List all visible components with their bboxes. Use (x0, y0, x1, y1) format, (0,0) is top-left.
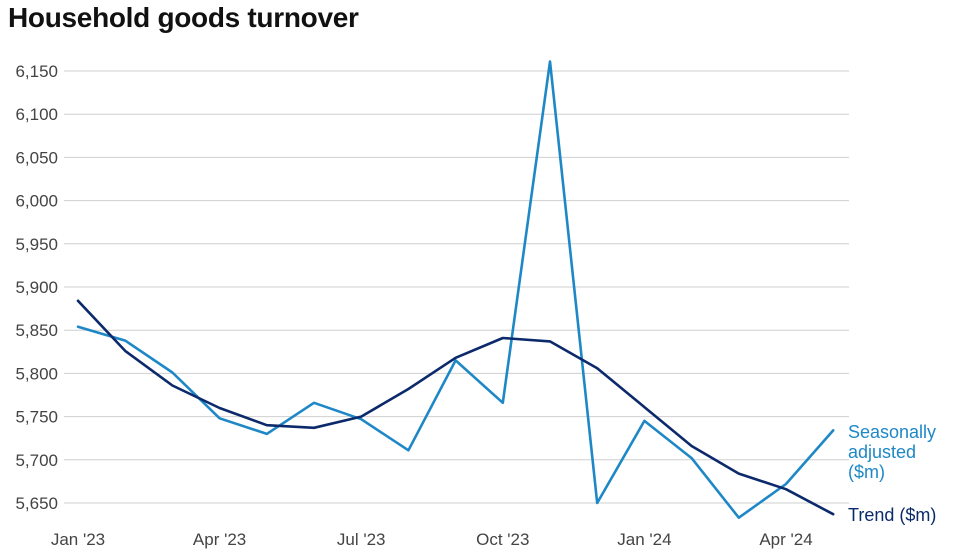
legend-seasonally-adjusted: Seasonally adjusted ($m) (848, 422, 966, 482)
legend-trend: Trend ($m) (848, 505, 937, 525)
gridlines (64, 70, 849, 504)
y-tick-label: 5,750 (15, 408, 58, 427)
x-axis-tick-labels: Jan '23 Apr '23 Jul '23 Oct '23 Jan '24 Apr '… (51, 530, 813, 549)
series-line-seasonally-adjusted (76, 60, 835, 520)
y-tick-label: 6,150 (15, 62, 58, 81)
x-tick-label: Jan '23 (51, 530, 105, 549)
y-tick-label: 5,650 (15, 494, 58, 513)
x-tick-label: Apr '24 (759, 530, 812, 549)
chart-title: Household goods turnover (8, 2, 359, 33)
x-tick-label: Jan '24 (617, 530, 671, 549)
y-tick-label: 5,700 (15, 451, 58, 470)
legend-seasonally-adjusted-line-1: Seasonally (848, 422, 937, 442)
y-axis-tick-labels: 5,650 5,700 5,750 5,800 5,850 5,900 5,950 6,000… (15, 62, 58, 513)
y-tick-label: 5,800 (15, 364, 58, 383)
y-tick-label: 5,950 (15, 235, 58, 254)
legend-seasonally-adjusted-line-3: ($m) (848, 462, 885, 482)
y-tick-label: 6,050 (15, 148, 58, 167)
y-tick-label: 6,100 (15, 105, 58, 124)
y-tick-label: 5,850 (15, 321, 58, 340)
series-line-trend (76, 299, 835, 516)
x-tick-label: Jul '23 (337, 530, 386, 549)
legend-seasonally-adjusted-line-2: adjusted (848, 442, 917, 462)
x-tick-label: Apr '23 (193, 530, 246, 549)
y-tick-label: 6,000 (15, 192, 58, 211)
x-tick-label: Oct '23 (476, 530, 529, 549)
series-lines (76, 60, 835, 520)
y-tick-label: 5,900 (15, 278, 58, 297)
